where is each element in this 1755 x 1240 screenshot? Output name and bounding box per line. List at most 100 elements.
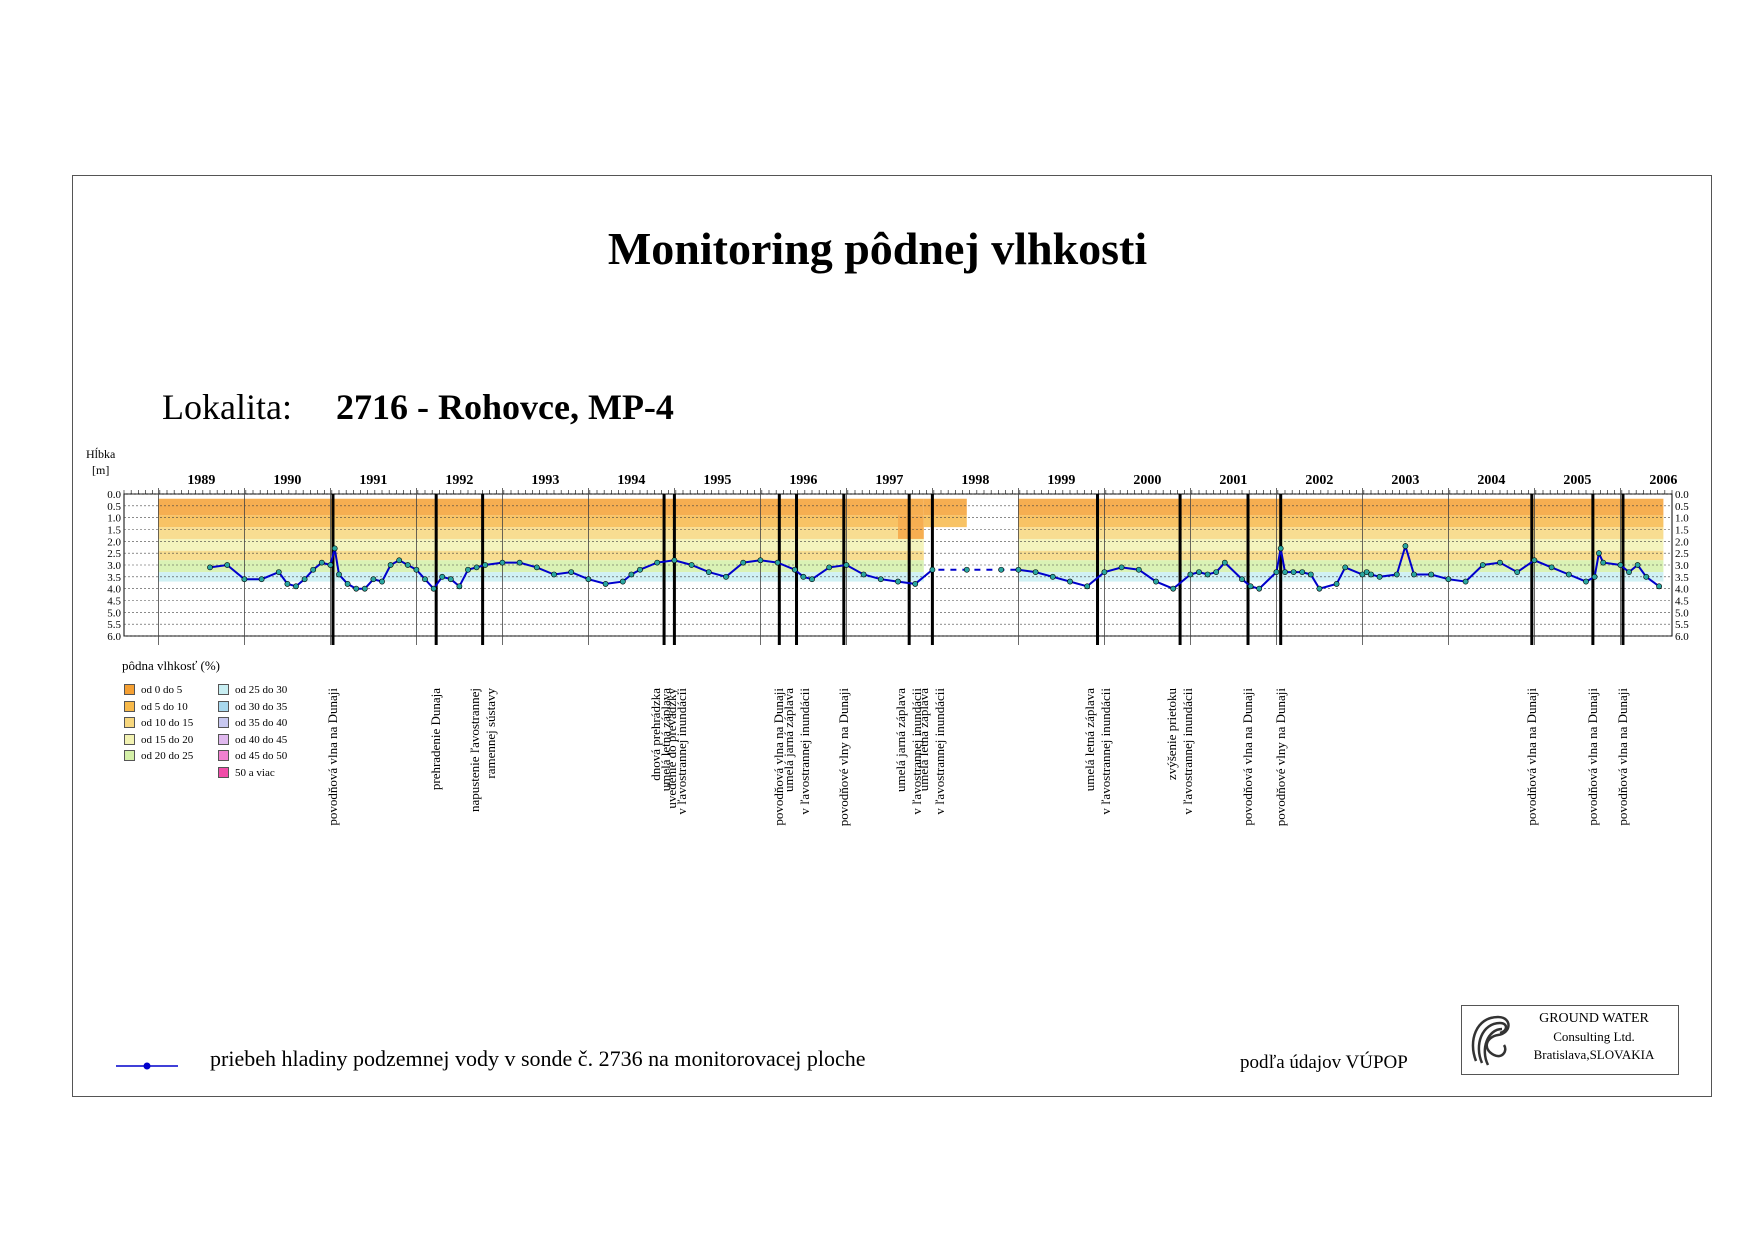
legend-label: od 45 do 50 [235, 750, 288, 762]
groundwater-point [723, 573, 729, 580]
moisture-band [244, 560, 898, 573]
event-label: povodňová vlna na Dunaji [1584, 688, 1600, 826]
groundwater-point [379, 578, 385, 585]
y-tick-label-right: 1.5 [1675, 525, 1689, 537]
groundwater-point [1213, 569, 1220, 575]
year-label: 2006 [1649, 473, 1677, 488]
groundwater-point [1479, 562, 1486, 568]
legend-item: 50 a viac [218, 766, 275, 780]
moisture-band [898, 515, 924, 528]
legend-swatch [218, 766, 229, 778]
page-title: Monitoring pôdnej vlhkosti [607, 223, 1148, 274]
year-label: 1994 [617, 473, 645, 488]
groundwater-point [637, 566, 643, 573]
groundwater-point [740, 559, 747, 566]
groundwater-point [912, 581, 919, 587]
groundwater-point [1299, 569, 1306, 575]
groundwater-point [310, 566, 317, 573]
groundwater-point [258, 576, 265, 583]
groundwater-point [465, 566, 471, 573]
groundwater-point [1316, 585, 1323, 592]
groundwater-point [1368, 571, 1374, 578]
legend-item: od 30 do 35 [218, 700, 288, 714]
groundwater-point [1497, 559, 1503, 566]
legend-swatch [218, 733, 229, 745]
groundwater-point [809, 576, 815, 583]
legend-label: od 30 do 35 [235, 700, 288, 713]
year-label: 2000 [1133, 473, 1161, 488]
logo-line-2: Consulting Ltd. [1553, 1029, 1635, 1044]
legend-label: od 20 do 25 [141, 750, 194, 762]
groundwater-point [1333, 581, 1340, 587]
groundwater-point [860, 571, 867, 578]
moisture-band [898, 538, 924, 551]
legend-label: od 10 do 15 [141, 717, 194, 729]
legend-item: od 0 do 5 [124, 684, 182, 697]
moisture-band [158, 550, 245, 561]
moisture-band [158, 560, 245, 573]
groundwater-point [439, 573, 446, 580]
moisture-band [1018, 498, 1664, 516]
groundwater-point [331, 545, 338, 552]
groundwater-series-line [209, 542, 1660, 591]
groundwater-point [413, 566, 420, 573]
groundwater-point [1428, 571, 1435, 578]
year-label: 1997 [875, 473, 903, 488]
groundwater-point [1170, 585, 1177, 592]
groundwater-point [551, 571, 557, 578]
y-tick-label-right: 0.0 [1675, 489, 1689, 501]
groundwater-legend-text: priebeh hladiny podzemnej vody v sonde č… [210, 1046, 866, 1071]
groundwater-point [1032, 569, 1039, 575]
groundwater-point [1376, 573, 1383, 580]
groundwater-point [1290, 569, 1297, 575]
moisture-band [1018, 560, 1664, 573]
moisture-band [898, 572, 924, 582]
groundwater-point [1196, 569, 1202, 575]
groundwater-point [370, 576, 377, 583]
legend-item: od 40 do 45 [218, 733, 288, 747]
groundwater-point [353, 585, 360, 592]
legend-swatch [218, 717, 229, 728]
y-axis-title: Hĺbka [86, 447, 116, 461]
moisture-band [158, 515, 245, 528]
y-tick-label-left: 3.5 [107, 572, 121, 584]
groundwater-point [929, 566, 936, 573]
company-logo: GROUND WATER Consulting Ltd. Bratislava,… [1461, 1005, 1679, 1075]
groundwater-point [482, 562, 489, 568]
groundwater-point [1548, 564, 1555, 571]
y-tick-label-right: 4.0 [1675, 584, 1689, 596]
groundwater-point [1445, 576, 1452, 583]
legend-label: od 35 do 40 [235, 717, 288, 729]
y-tick-label-right: 4.5 [1675, 596, 1689, 608]
groundwater-point [774, 559, 781, 566]
groundwater-point [447, 576, 454, 583]
groundwater-point [1049, 573, 1056, 580]
year-label: 1992 [445, 473, 473, 488]
groundwater-point [516, 559, 523, 566]
moisture-band [898, 527, 924, 539]
legend-swatch [124, 717, 135, 728]
moisture-band [898, 550, 924, 561]
event-label: zvýšenie prietoku v ľavostrannej inundác… [1164, 688, 1196, 815]
moisture-band [244, 527, 898, 539]
legend-label: od 40 do 45 [235, 733, 288, 746]
year-label: 1999 [1047, 473, 1075, 488]
legend-item: od 10 do 15 [124, 717, 193, 730]
y-tick-label-left: 1.5 [107, 525, 121, 537]
groundwater-point [1239, 576, 1245, 583]
groundwater-point [1591, 573, 1598, 580]
year-label: 1996 [789, 473, 817, 488]
event-label: umelá letná záplava v ľavostrannej inund… [916, 688, 948, 815]
moisture-band [158, 498, 245, 516]
groundwater-point [602, 581, 609, 587]
y-tick-label-left: 5.5 [107, 619, 121, 631]
y-tick-label-left: 0.0 [107, 489, 121, 501]
groundwater-point [1363, 569, 1370, 575]
groundwater-point [843, 562, 850, 568]
groundwater-point [1359, 571, 1366, 578]
y-tick-label-right: 6.0 [1675, 631, 1689, 643]
groundwater-point [1221, 559, 1228, 566]
location-label: Lokalita: [162, 387, 292, 427]
groundwater-point [1656, 583, 1662, 590]
